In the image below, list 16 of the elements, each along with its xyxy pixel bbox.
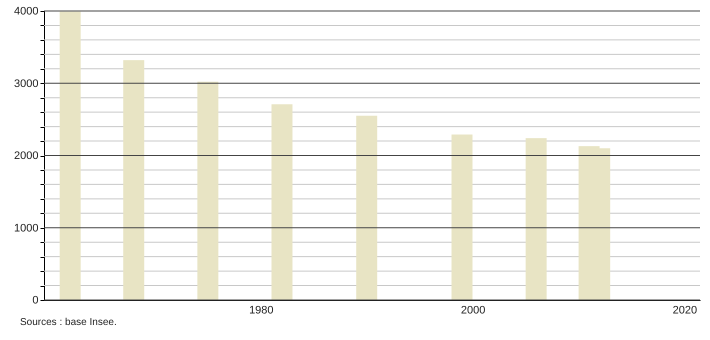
bar	[123, 60, 144, 300]
bar	[452, 134, 473, 300]
x-tick-label: 2020	[672, 304, 698, 316]
y-tick-label: 4000	[14, 6, 38, 18]
bar	[356, 116, 378, 300]
bar	[60, 12, 81, 300]
y-tick-label: 0	[32, 294, 38, 306]
y-tick-label: 2000	[14, 150, 38, 162]
source-note: Sources : base Insee.	[20, 317, 117, 328]
bar	[271, 104, 292, 300]
y-tick-label: 1000	[14, 222, 38, 234]
x-tick-label: 2000	[460, 304, 486, 316]
x-tick-label: 1980	[249, 304, 274, 316]
bar	[197, 82, 218, 300]
y-tick-label: 3000	[14, 78, 38, 90]
bar	[526, 138, 547, 300]
